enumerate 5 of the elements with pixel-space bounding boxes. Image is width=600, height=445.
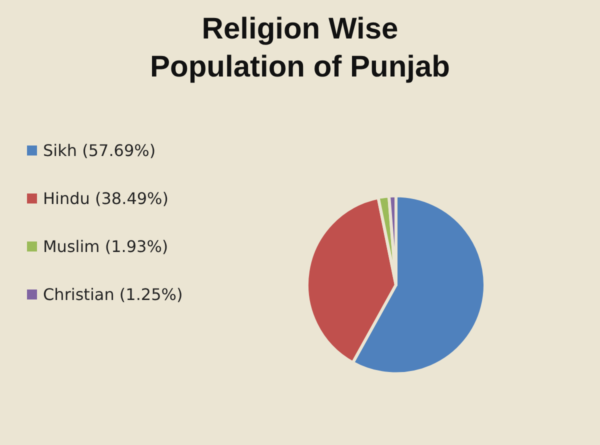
legend-label: Muslim (1.93%): [43, 237, 168, 256]
legend-label: Sikh (57.69%): [43, 141, 156, 160]
chart-title: Religion Wise Population of Punjab: [150, 12, 450, 84]
legend-label: Hindu (38.49%): [43, 189, 168, 208]
legend-label: Christian (1.25%): [43, 285, 183, 304]
